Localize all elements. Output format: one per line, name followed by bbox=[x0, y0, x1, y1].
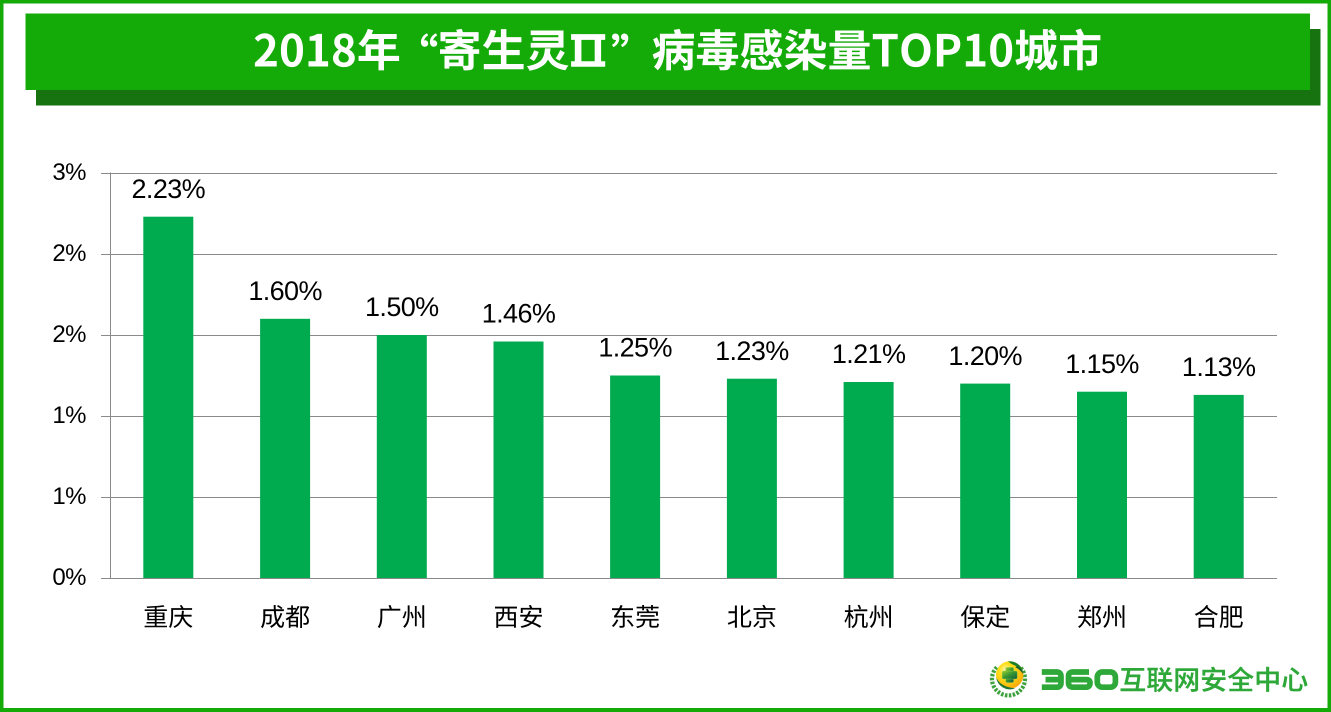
svg-text:3%: 3% bbox=[52, 159, 86, 186]
svg-text:1.46%: 1.46% bbox=[482, 299, 556, 329]
svg-text:2%: 2% bbox=[52, 240, 86, 267]
svg-text:2.23%: 2.23% bbox=[132, 174, 206, 204]
svg-text:1.23%: 1.23% bbox=[715, 336, 789, 366]
svg-text:2%: 2% bbox=[52, 321, 86, 348]
svg-text:1.25%: 1.25% bbox=[598, 333, 672, 363]
svg-text:0%: 0% bbox=[52, 564, 86, 591]
svg-text:1.15%: 1.15% bbox=[1065, 349, 1139, 379]
svg-text:1.20%: 1.20% bbox=[948, 341, 1022, 371]
svg-text:1.21%: 1.21% bbox=[832, 339, 906, 369]
svg-text:1.50%: 1.50% bbox=[365, 292, 439, 322]
svg-text:1.13%: 1.13% bbox=[1182, 352, 1256, 382]
svg-text:1%: 1% bbox=[52, 402, 86, 429]
svg-text:1.60%: 1.60% bbox=[248, 276, 322, 306]
svg-text:1%: 1% bbox=[52, 483, 86, 510]
